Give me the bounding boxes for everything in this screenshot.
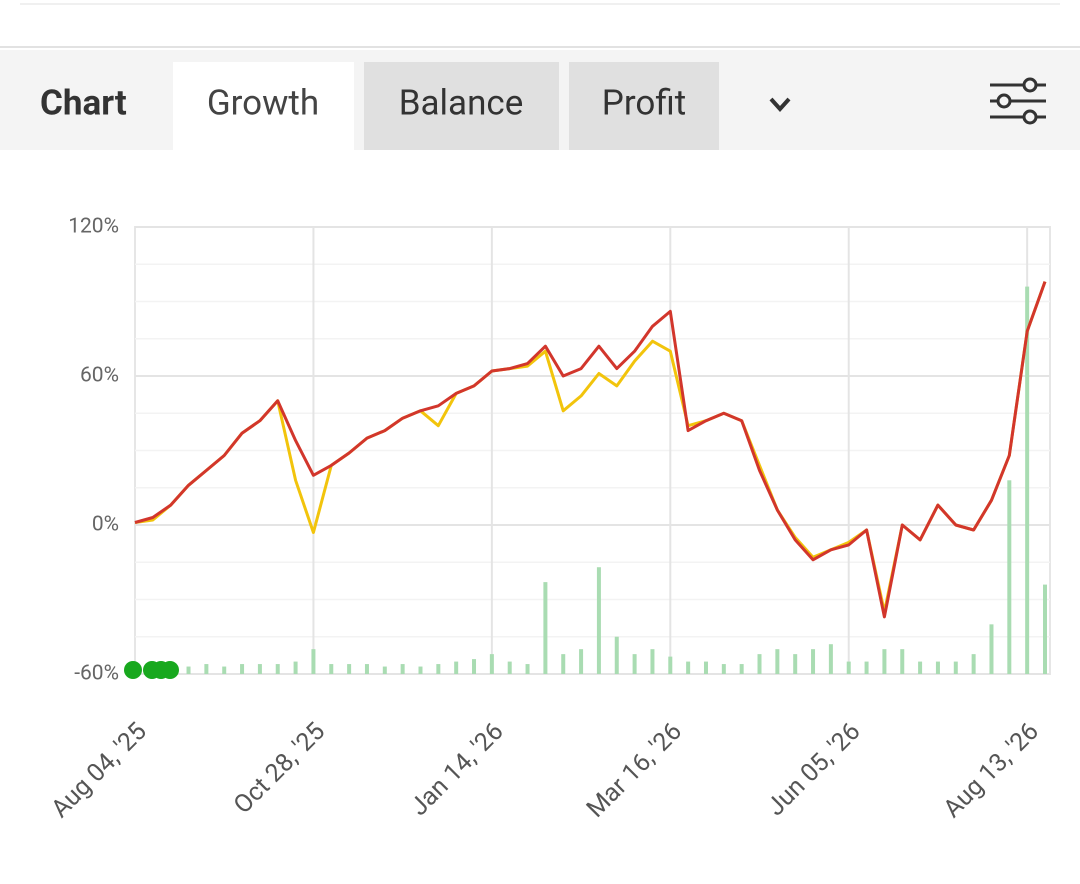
volume-bar	[400, 664, 405, 674]
y-tick-label: 0%	[92, 513, 119, 537]
volume-bar	[614, 636, 619, 674]
volume-bar	[703, 661, 708, 674]
volume-bar	[329, 664, 334, 674]
volume-bar	[454, 661, 459, 674]
tab[interactable]	[364, 62, 559, 150]
volume-bar	[668, 656, 673, 674]
y-tick-label: 120%	[68, 215, 119, 239]
volume-bar	[436, 664, 441, 674]
volume-bar	[864, 661, 869, 674]
volume-bar	[775, 649, 780, 674]
volume-bar	[686, 661, 691, 674]
volume-bar	[311, 649, 316, 674]
volume-bar	[257, 664, 262, 674]
volume-bar	[240, 664, 245, 674]
volume-bar	[935, 661, 940, 674]
volume-bar	[953, 661, 958, 674]
volume-bar	[900, 649, 905, 674]
event-markers	[124, 661, 179, 679]
volume-bar	[757, 654, 762, 674]
volume-bar	[579, 649, 584, 674]
volume-bar	[418, 666, 423, 674]
tab[interactable]	[569, 62, 719, 150]
tab-active[interactable]	[173, 62, 354, 150]
volume-bar	[507, 661, 512, 674]
volume-bar	[918, 661, 923, 674]
volume-bar	[882, 649, 887, 674]
volume-bar	[204, 664, 209, 674]
volume-bar	[561, 654, 566, 674]
volume-bar	[489, 654, 494, 674]
volume-bar	[543, 582, 548, 674]
volume-bar	[846, 661, 851, 674]
volume-bar	[811, 649, 816, 674]
volume-bar	[989, 624, 994, 674]
chart: -60% 0% 60% 120% Aug 04, '25 Oct 28, '25 Jan 1…	[46, 215, 1051, 824]
volume-bar	[275, 664, 280, 674]
x-tick-label: Oct 28, '25	[228, 717, 331, 820]
dropdown-chevron[interactable]	[769, 97, 791, 112]
volume-bar	[650, 649, 655, 674]
x-tick-label: Aug 04, '25	[46, 717, 153, 824]
volume-bar	[364, 664, 369, 674]
top-card	[0, 0, 1080, 45]
volume-bar	[828, 644, 833, 674]
volume-bar	[1007, 480, 1012, 674]
volume-bar	[347, 664, 352, 674]
volume-bar	[525, 664, 530, 674]
volume-bar	[382, 666, 387, 674]
volume-bar	[632, 654, 637, 674]
volume-bar	[596, 567, 601, 674]
volume-bar	[222, 666, 227, 674]
settings-icon[interactable]	[990, 77, 1046, 125]
x-tick-label: Aug 13, '26	[938, 717, 1045, 824]
volume-bar	[971, 654, 976, 674]
volume-bar	[1043, 584, 1047, 674]
x-tick-label: Jan 14, '26	[405, 717, 510, 822]
volume-bar	[472, 659, 477, 674]
y-tick-label: -60%	[74, 662, 119, 686]
x-tick-label: Jun 05, '26	[761, 717, 866, 822]
tab-label[interactable]: Balance	[399, 82, 524, 123]
line	[134, 281, 1047, 619]
volume-bar	[721, 664, 726, 674]
volume-bar	[186, 666, 191, 674]
volume-bar	[793, 654, 798, 674]
tab-heading: Chart	[40, 82, 127, 123]
y-tick-label: 60%	[80, 364, 119, 388]
volume-bar	[739, 664, 744, 674]
tab-label[interactable]: Growth	[207, 82, 319, 123]
volume-bar	[293, 661, 298, 674]
volume-bar	[1025, 286, 1030, 674]
tab-label[interactable]: Profit	[602, 82, 686, 123]
x-tick-label: Mar 16, '26	[581, 717, 688, 824]
